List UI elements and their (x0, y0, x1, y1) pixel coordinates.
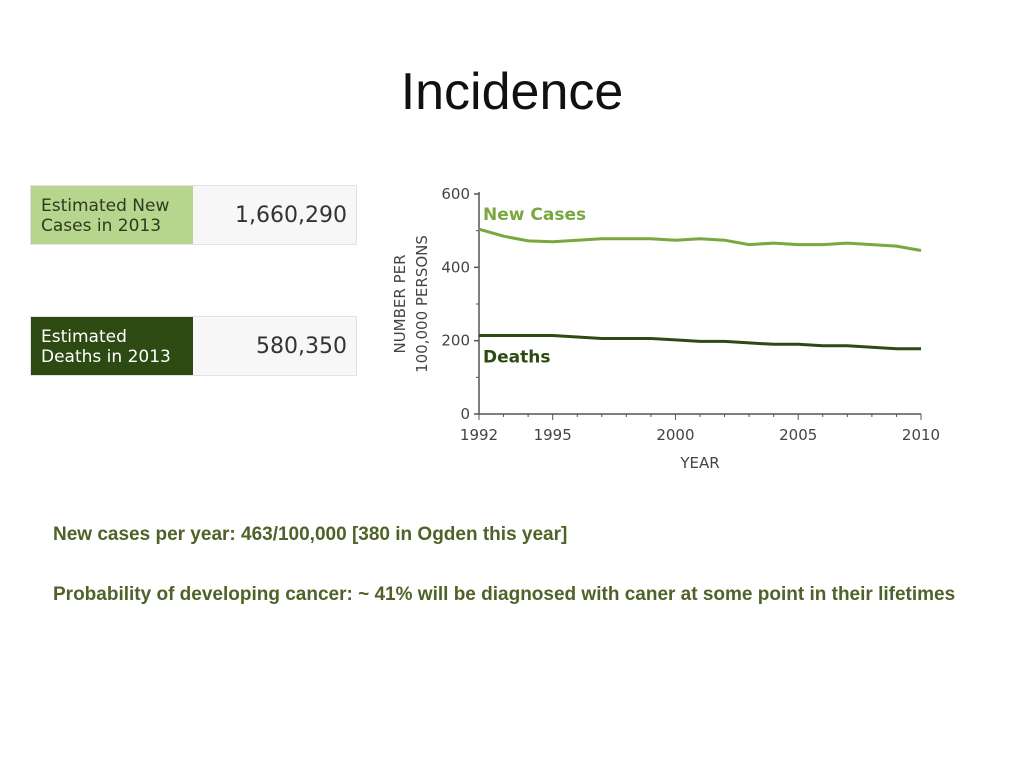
y-tick-label: 400 (441, 258, 470, 276)
new-cases-stat-label: Estimated New Cases in 2013 (31, 186, 193, 244)
new-cases-label-line1: Estimated New (41, 196, 170, 216)
incidence-line-chart: 0 200 400 600 1992 1995 2000 2005 2010 YEAR NUMBER… (391, 185, 940, 472)
notes-line2: Probability of developing cancer: ~ 41% … (53, 584, 956, 605)
new-cases-label-line2: Cases in 2013 (41, 216, 162, 236)
x-tick-label: 2010 (902, 426, 940, 444)
y-axis-title-line1: NUMBER PER (391, 254, 409, 353)
notes-line1: New cases per year: 463/100,000 [380 in … (53, 524, 568, 545)
y-tick-label: 0 (460, 405, 470, 423)
x-axis-title: YEAR (679, 454, 719, 472)
deaths-stat-card: Estimated Deaths in 2013 580,350 (30, 316, 357, 376)
y-axis-title-line2: 100,000 PERSONS (413, 235, 431, 373)
x-tick-label: 2000 (656, 426, 694, 444)
new-cases-stat-card: Estimated New Cases in 2013 1,660,290 (30, 185, 357, 245)
deaths-series-label: Deaths (483, 348, 550, 368)
deaths-series-line (479, 334, 921, 351)
new-cases-series-label: New Cases (483, 205, 586, 225)
y-tick-label: 600 (441, 185, 470, 203)
x-tick-label: 1995 (534, 426, 572, 444)
x-tick-label: 2005 (779, 426, 817, 444)
y-tick-label: 200 (441, 332, 470, 350)
deaths-stat-label: Estimated Deaths in 2013 (31, 317, 193, 375)
deaths-label-line1: Estimated (41, 327, 127, 347)
notes: New cases per year: 463/100,000 [380 in … (53, 520, 983, 610)
deaths-label-line2: Deaths in 2013 (41, 347, 171, 367)
slide-title: Incidence (400, 63, 624, 121)
new-cases-stat-value: 1,660,290 (193, 186, 356, 244)
deaths-stat-value: 580,350 (193, 317, 356, 375)
new-cases-series-line (478, 227, 922, 252)
x-tick-label: 1992 (460, 426, 498, 444)
